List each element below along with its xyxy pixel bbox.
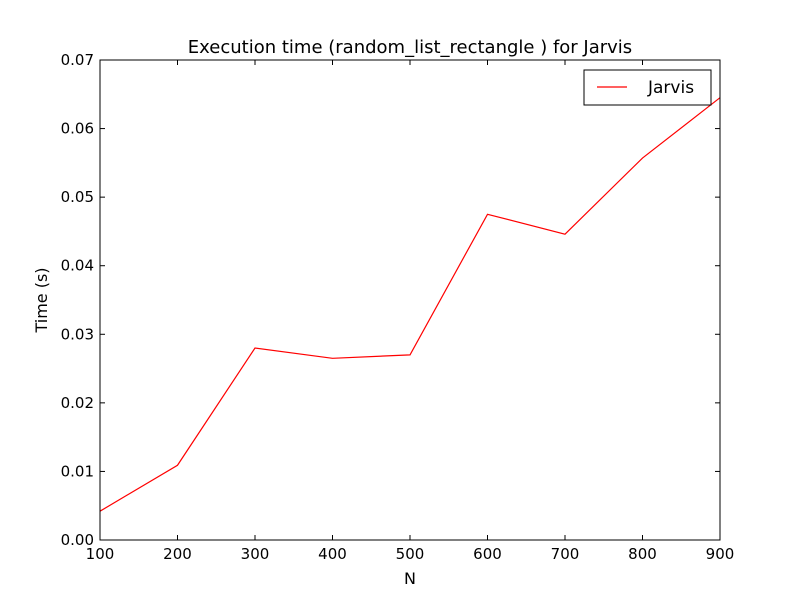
y-tick-label: 0.07	[61, 51, 94, 69]
x-tick-label: 200	[163, 545, 192, 563]
x-tick-label: 800	[628, 545, 657, 563]
y-tick-label: 0.01	[61, 462, 94, 480]
x-tick-label: 100	[86, 545, 115, 563]
y-tick-label: 0.05	[61, 188, 94, 206]
y-tick-label: 0.00	[61, 531, 94, 549]
x-tick-label: 500	[396, 545, 425, 563]
y-tick-label: 0.04	[61, 257, 94, 275]
plot-area	[100, 60, 720, 540]
series-layer	[99, 97, 721, 512]
y-tick-label: 0.03	[61, 325, 94, 343]
y-tick-label: 0.02	[61, 394, 94, 412]
x-tick-label: 300	[241, 545, 270, 563]
legend-label-jarvis: Jarvis	[647, 78, 694, 98]
chart-title: Execution time (random_list_rectangle ) …	[188, 37, 632, 58]
y-tick-label: 0.06	[61, 120, 94, 138]
y-axis: 0.00 0.01 0.02 0.03 0.04 0.05 0.06 0.07	[61, 51, 720, 549]
x-axis: 100 200 300 400 500 600 700 800 900	[86, 60, 735, 563]
x-tick-label: 600	[473, 545, 502, 563]
plot-border	[99, 59, 721, 541]
y-axis-title: Time (s)	[32, 267, 51, 333]
x-tick-label: 700	[551, 545, 580, 563]
legend: Jarvis	[583, 69, 712, 106]
series-line-jarvis	[99, 97, 721, 512]
x-tick-label: 400	[318, 545, 347, 563]
x-axis-title: N	[404, 569, 416, 588]
x-tick-label: 900	[706, 545, 735, 563]
